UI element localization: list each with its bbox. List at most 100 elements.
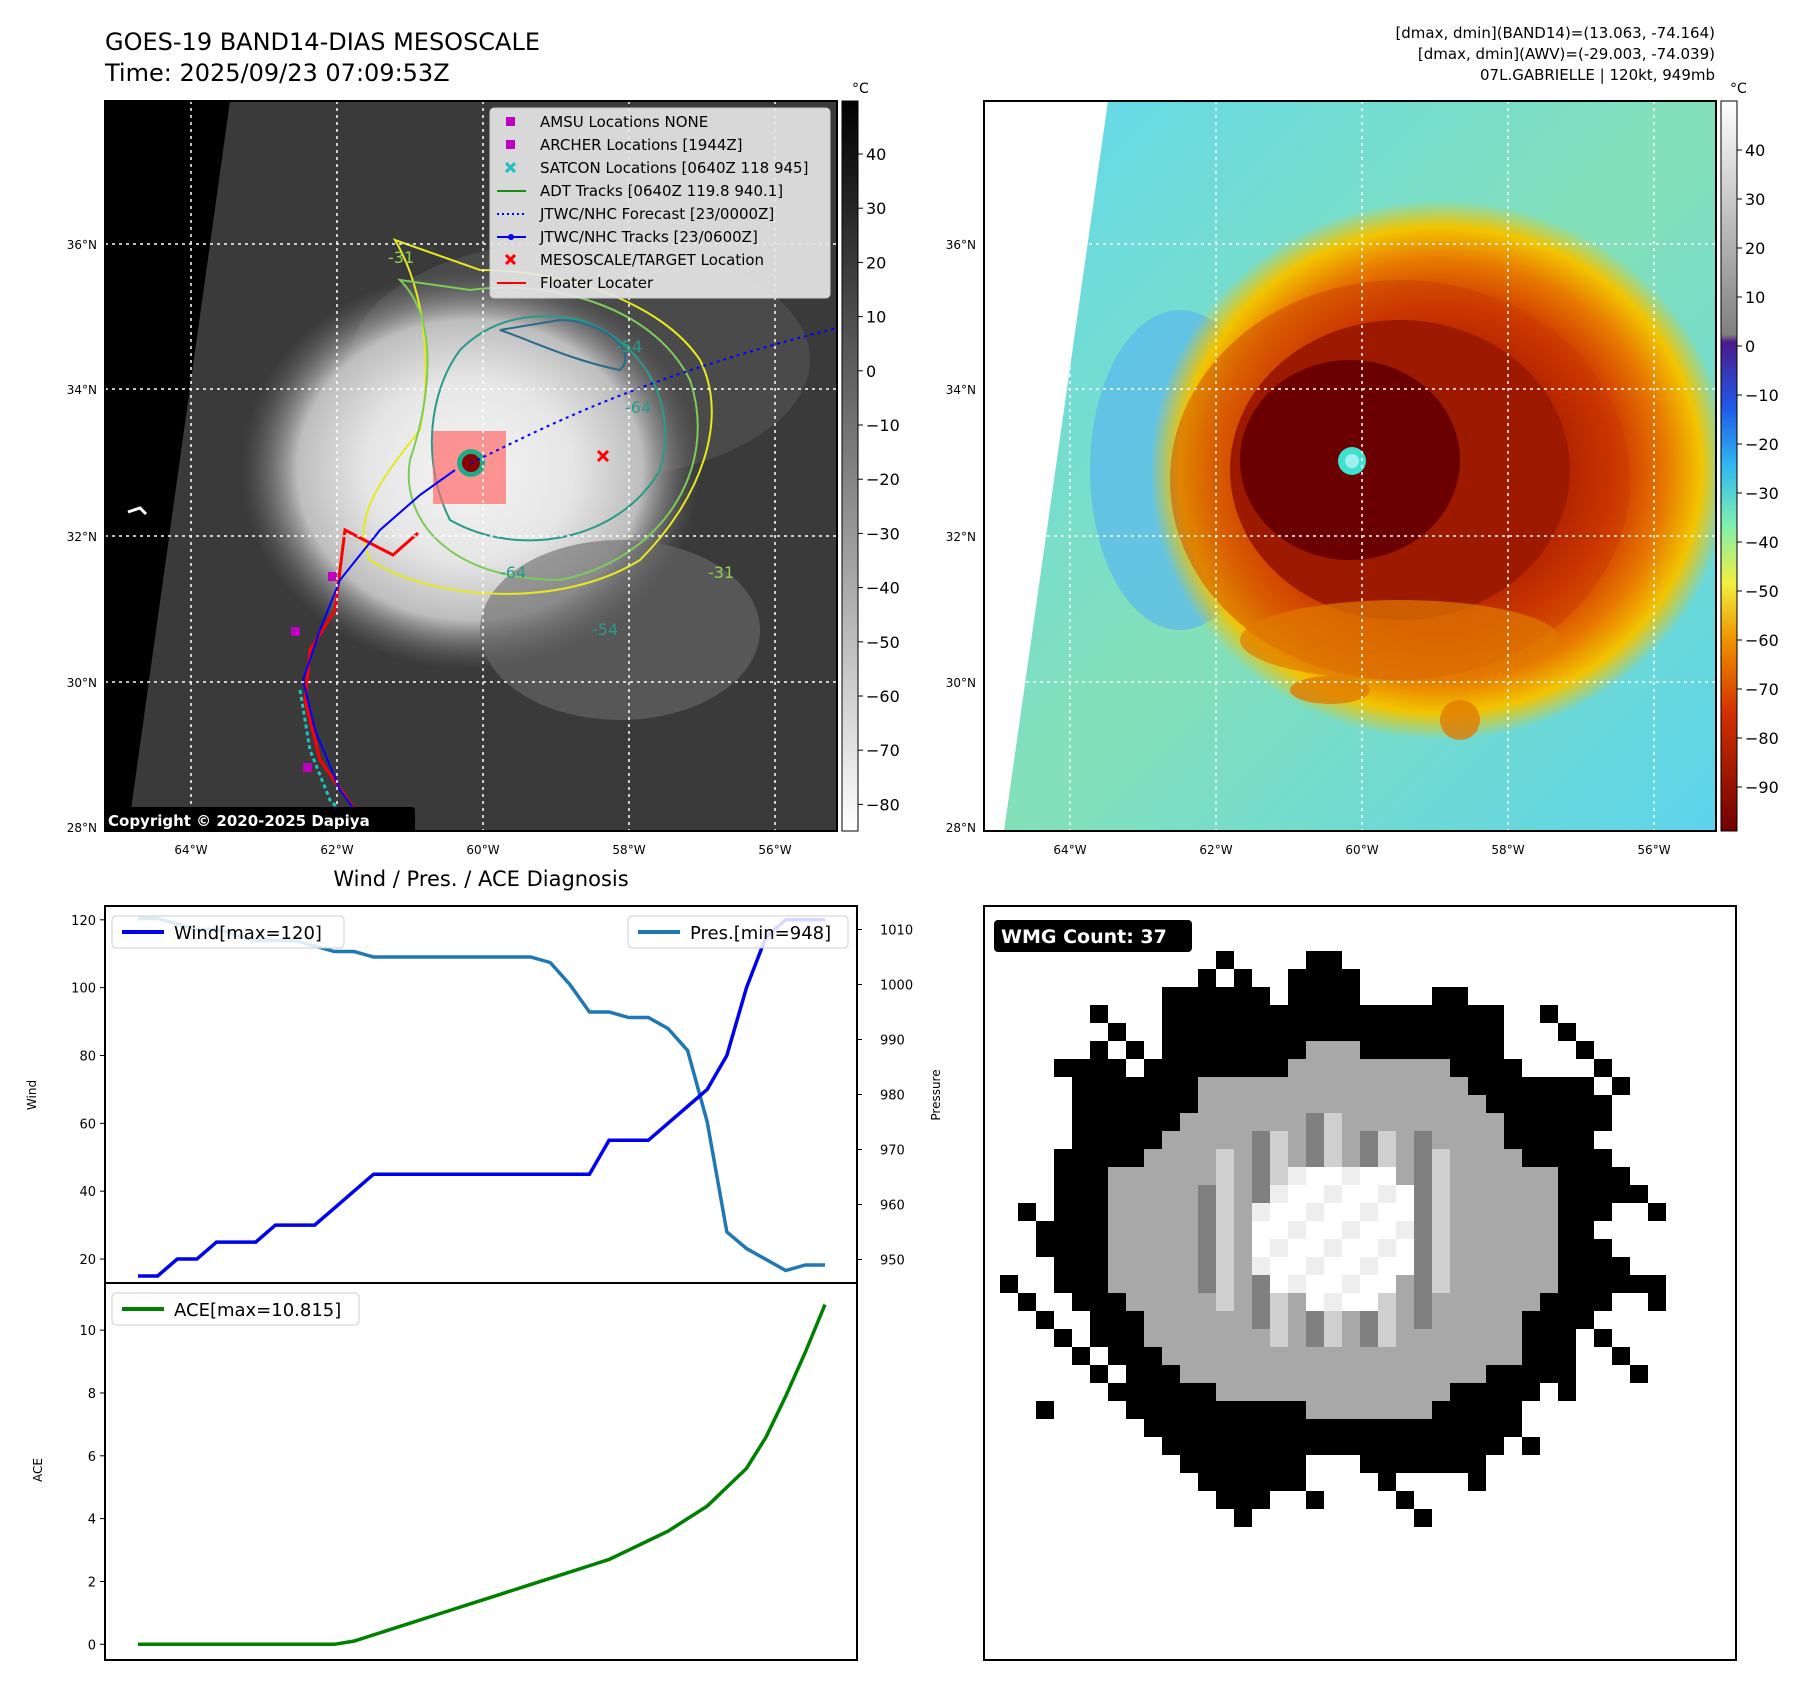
legend-label: JTWC/NHC Forecast [23/0000Z]	[539, 205, 774, 223]
wmg-pixel	[1378, 1437, 1396, 1455]
wmg-pixel	[1162, 1257, 1180, 1275]
wmg-pixel	[1144, 1239, 1162, 1257]
wmg-pixel	[1594, 1275, 1612, 1293]
wmg-pixel	[1342, 1239, 1360, 1257]
wmg-pixel	[1360, 1203, 1378, 1221]
wmg-pixel	[1342, 1221, 1360, 1239]
wmg-pixel	[1216, 1041, 1234, 1059]
wmg-pixel	[1486, 1077, 1504, 1095]
wmg-pixel	[1180, 1113, 1198, 1131]
wmg-pixel	[1036, 1239, 1054, 1257]
wmg-pixel	[1288, 1185, 1306, 1203]
wmg-pixel	[1252, 1131, 1270, 1149]
wmg-pixel	[1558, 1023, 1576, 1041]
wmg-pixel	[1180, 1455, 1198, 1473]
wmg-pixel	[1576, 1311, 1594, 1329]
wmg-pixel	[1090, 1131, 1108, 1149]
wmg-pixel	[1432, 987, 1450, 1005]
lon-label: 58°W	[612, 843, 645, 857]
wmg-pixel	[1252, 1329, 1270, 1347]
wmg-pixel	[1090, 1311, 1108, 1329]
colorbar-tick-label: −50	[1745, 582, 1779, 601]
wmg-pixel	[1306, 1491, 1324, 1509]
wmg-pixel	[1378, 1257, 1396, 1275]
wmg-pixel	[1450, 1005, 1468, 1023]
wmg-pixel	[1468, 1221, 1486, 1239]
wmg-pixel	[1288, 1095, 1306, 1113]
wmg-pixel	[1378, 1419, 1396, 1437]
wmg-pixel	[1324, 1401, 1342, 1419]
wmg-pixel	[1180, 1347, 1198, 1365]
wmg-pixel	[1342, 1185, 1360, 1203]
lat-label: 32°N	[67, 530, 97, 544]
wmg-pixel	[1576, 1293, 1594, 1311]
wmg-pixel	[1198, 1239, 1216, 1257]
wmg-pixel	[1468, 1131, 1486, 1149]
wmg-pixel	[1324, 1203, 1342, 1221]
wmg-pixel	[1396, 1221, 1414, 1239]
wmg-pixel	[1054, 1203, 1072, 1221]
wmg-pixel	[1468, 1185, 1486, 1203]
wmg-pixel	[1324, 1095, 1342, 1113]
y-tick-label: 960	[880, 1199, 905, 1214]
wmg-pixel	[1522, 1077, 1540, 1095]
wmg-pixel	[1108, 1257, 1126, 1275]
wmg-pixel	[1378, 1275, 1396, 1293]
color-colorbar: °C 40 30 20 10 0 −10 −20 −30 −40 −50 −60 −70 −80 −90	[1720, 81, 1779, 832]
wmg-pixel	[1486, 1167, 1504, 1185]
wmg-pixel	[1108, 1221, 1126, 1239]
wmg-pixel	[1360, 1239, 1378, 1257]
wmg-pixel	[1252, 1473, 1270, 1491]
wmg-pixel	[1558, 1275, 1576, 1293]
wmg-pixel	[1414, 1419, 1432, 1437]
wmg-pixel	[1234, 1491, 1252, 1509]
wmg-pixel	[1378, 1095, 1396, 1113]
wmg-pixel	[1162, 1293, 1180, 1311]
wmg-pixel	[1486, 1257, 1504, 1275]
wmg-pixel	[1108, 1383, 1126, 1401]
wmg-pixel	[1234, 1509, 1252, 1527]
wmg-pixel	[1648, 1293, 1666, 1311]
wmg-pixel	[1252, 1419, 1270, 1437]
wind-legend: Wind[max=120]	[111, 915, 345, 949]
wmg-pixel	[1342, 1095, 1360, 1113]
wmg-pixel	[1216, 1347, 1234, 1365]
wmg-pixel	[1162, 1329, 1180, 1347]
wmg-pixel	[1558, 1113, 1576, 1131]
wmg-pixel	[1576, 1113, 1594, 1131]
wmg-pixel	[1072, 1131, 1090, 1149]
wmg-pixel	[1198, 1293, 1216, 1311]
ace-chart: 0 2 4 6 8 10 ACE ACE[max=10.815]	[31, 1282, 858, 1661]
wmg-pixel	[1396, 1113, 1414, 1131]
wmg-pixel	[1378, 1167, 1396, 1185]
wmg-pixel	[1198, 1419, 1216, 1437]
wmg-pixel	[1162, 1149, 1180, 1167]
wmg-pixel	[1432, 1185, 1450, 1203]
wmg-pixel	[1630, 1365, 1648, 1383]
wmg-pixel	[1234, 1095, 1252, 1113]
colorbar-tick-label: −60	[866, 687, 900, 706]
wmg-pixel	[1252, 1203, 1270, 1221]
wmg-pixel	[1360, 1023, 1378, 1041]
wmg-pixel	[1216, 1257, 1234, 1275]
ace-series-line	[138, 1303, 827, 1647]
wmg-pixel	[1126, 1041, 1144, 1059]
wmg-pixel	[1144, 1347, 1162, 1365]
wmg-pixel	[1306, 1167, 1324, 1185]
wmg-pixel	[1306, 1203, 1324, 1221]
wmg-pixel	[1594, 1113, 1612, 1131]
wmg-pixel	[1126, 1221, 1144, 1239]
wmg-pixel	[1414, 1275, 1432, 1293]
wmg-pixel	[1486, 1383, 1504, 1401]
wmg-pixel	[1342, 1167, 1360, 1185]
wmg-pixel	[1468, 1365, 1486, 1383]
wmg-pixel	[1180, 1095, 1198, 1113]
wmg-pixel	[1288, 1419, 1306, 1437]
ace-legend: ACE[max=10.815]	[111, 1292, 360, 1326]
wmg-pixel	[1072, 1113, 1090, 1131]
wmg-pixel	[1270, 1077, 1288, 1095]
colorbar-tick-label: −80	[1745, 729, 1779, 748]
colorbar-tick-label: 40	[866, 145, 886, 164]
wmg-pixel	[1270, 1185, 1288, 1203]
wmg-pixel	[1144, 1059, 1162, 1077]
